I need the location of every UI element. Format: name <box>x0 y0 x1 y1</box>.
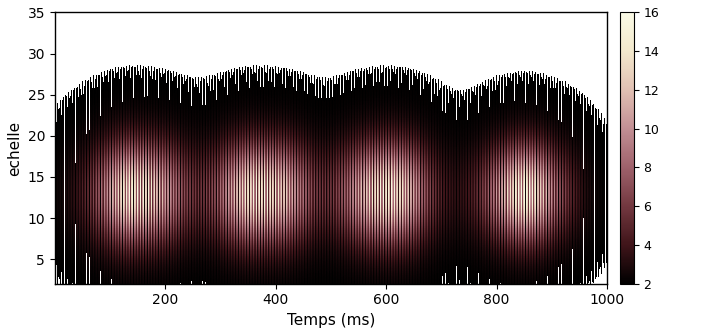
Y-axis label: echelle: echelle <box>7 121 22 176</box>
X-axis label: Temps (ms): Temps (ms) <box>286 313 375 328</box>
